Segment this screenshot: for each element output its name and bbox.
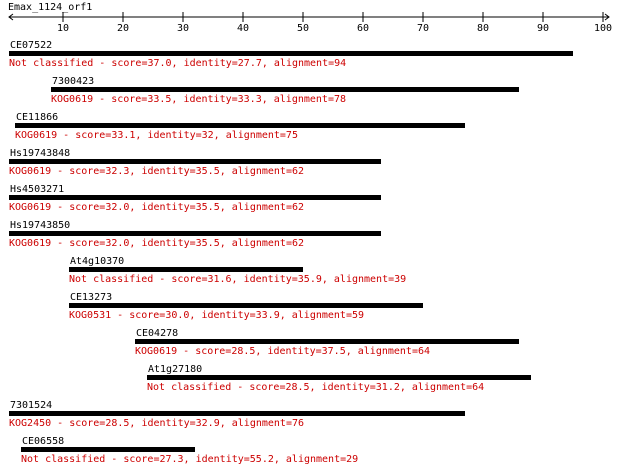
hit-label: Not classified - score=28.5, identity=31…: [147, 382, 484, 393]
x-tick-label: 80: [477, 23, 489, 34]
hit-bar: [69, 267, 303, 272]
hit-name: Hs4503271: [10, 184, 64, 195]
hit-name: CE06558: [22, 436, 64, 447]
hit-bar: [51, 87, 519, 92]
x-tick-label: 100: [594, 23, 612, 34]
hit-label: KOG0619 - score=32.0, identity=35.5, ali…: [9, 238, 304, 249]
hit-label: Not classified - score=37.0, identity=27…: [9, 58, 346, 69]
hit-name: Hs19743850: [10, 220, 70, 231]
chart-title: Emax_1124_orf1: [8, 2, 92, 13]
hit-bar: [21, 447, 195, 452]
hit-name: At1g27180: [148, 364, 202, 375]
x-tick-label: 60: [357, 23, 369, 34]
hit-bar: [9, 159, 381, 164]
x-tick-label: 40: [237, 23, 249, 34]
x-tick-label: 10: [57, 23, 69, 34]
x-tick-label: 30: [177, 23, 189, 34]
hit-bar: [15, 123, 465, 128]
axis-arrow: [8, 13, 610, 21]
hit-name: CE11866: [16, 112, 58, 123]
hit-name: At4g10370: [70, 256, 124, 267]
hit-name: CE04278: [136, 328, 178, 339]
hit-label: Not classified - score=27.3, identity=55…: [21, 454, 358, 465]
hit-bar: [135, 339, 519, 344]
hit-label: Not classified - score=31.6, identity=35…: [69, 274, 406, 285]
hit-bar: [9, 51, 573, 56]
hit-label: KOG0619 - score=33.1, identity=32, align…: [15, 130, 298, 141]
hit-bar: [9, 411, 465, 416]
hit-bar: [69, 303, 423, 308]
hit-label: KOG0619 - score=28.5, identity=37.5, ali…: [135, 346, 430, 357]
x-tick-label: 90: [537, 23, 549, 34]
hit-label: KOG0619 - score=32.3, identity=35.5, ali…: [9, 166, 304, 177]
hit-bar: [9, 231, 381, 236]
hit-label: KOG0531 - score=30.0, identity=33.9, ali…: [69, 310, 364, 321]
x-tick-label: 70: [417, 23, 429, 34]
hit-name: 7301524: [10, 400, 52, 411]
hit-name: 7300423: [52, 76, 94, 87]
hit-name: Hs19743848: [10, 148, 70, 159]
hit-label: KOG0619 - score=32.0, identity=35.5, ali…: [9, 202, 304, 213]
hit-name: CE07522: [10, 40, 52, 51]
hit-label: KOG0619 - score=33.5, identity=33.3, ali…: [51, 94, 346, 105]
x-tick-label: 50: [297, 23, 309, 34]
hit-label: KOG2450 - score=28.5, identity=32.9, ali…: [9, 418, 304, 429]
hit-name: CE13273: [70, 292, 112, 303]
hit-bar: [9, 195, 381, 200]
hit-bar: [147, 375, 531, 380]
x-tick-label: 20: [117, 23, 129, 34]
